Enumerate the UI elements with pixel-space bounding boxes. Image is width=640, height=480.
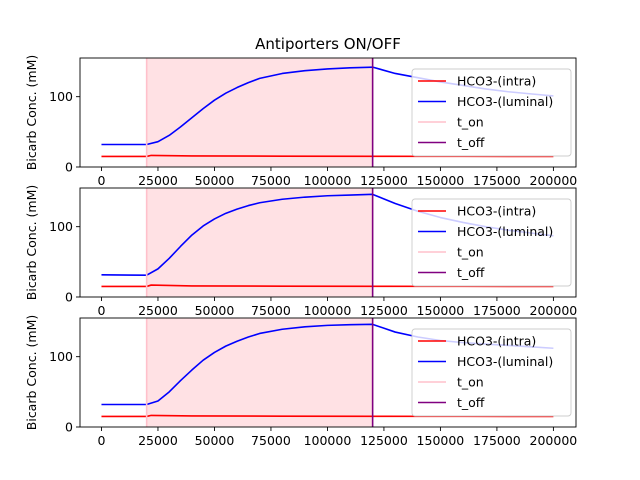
y-tick-label: 100 bbox=[49, 89, 73, 104]
axes-frame bbox=[79, 57, 577, 168]
y-axis-title: Bicarb Conc. (mM) bbox=[24, 315, 39, 430]
x-tick-label: 175000 bbox=[473, 433, 521, 448]
legend-label-intra: HCO3-(intra) bbox=[457, 74, 536, 89]
axes-frame bbox=[79, 317, 577, 428]
legend-label-t-off: t_off bbox=[457, 395, 485, 410]
x-tick-label: 75000 bbox=[251, 173, 291, 188]
figure-title: Antiporters ON/OFF bbox=[255, 35, 401, 53]
legend: HCO3-(intra) HCO3-(luminal) t_on t_off bbox=[411, 328, 572, 417]
legend-label-intra: HCO3-(intra) bbox=[457, 334, 536, 349]
y-axis-title: Bicarb Conc. (mM) bbox=[24, 185, 39, 300]
chart-panel-2: 0 25000 50000 75000 100000 125000 150000 175000… bbox=[24, 185, 577, 318]
shaded-region bbox=[146, 188, 373, 297]
x-tick-label: 0 bbox=[97, 433, 105, 448]
legend-label-t-on: t_on bbox=[457, 375, 484, 390]
legend-label-t-off: t_off bbox=[457, 265, 485, 280]
x-tick-label: 200000 bbox=[530, 303, 578, 318]
legend-box bbox=[411, 328, 572, 417]
x-tick-label: 150000 bbox=[417, 433, 465, 448]
x-tick-label: 150000 bbox=[417, 173, 465, 188]
x-tick-label: 50000 bbox=[195, 303, 235, 318]
x-tick-label: 25000 bbox=[138, 433, 178, 448]
x-tick-label: 200000 bbox=[530, 173, 578, 188]
x-tick-label: 0 bbox=[97, 303, 105, 318]
x-tick-label: 100000 bbox=[304, 303, 352, 318]
x-tick-label: 50000 bbox=[195, 433, 235, 448]
y-tick-label: 100 bbox=[49, 219, 73, 234]
x-tick-label: 200000 bbox=[530, 433, 578, 448]
y-tick-label: 0 bbox=[65, 420, 73, 435]
legend-label-t-on: t_on bbox=[457, 115, 484, 130]
x-tick-label: 75000 bbox=[251, 433, 291, 448]
y-tick-label: 0 bbox=[65, 290, 73, 305]
x-tick-label: 175000 bbox=[473, 303, 521, 318]
chart-panels: 0 25000 50000 75000 100000 125000 150000 175000… bbox=[24, 55, 577, 448]
x-tick-label: 175000 bbox=[473, 173, 521, 188]
legend-label-intra: HCO3-(intra) bbox=[457, 204, 536, 219]
x-tick-label: 100000 bbox=[304, 433, 352, 448]
legend-label-luminal: HCO3-(luminal) bbox=[457, 224, 553, 239]
legend-label-t-on: t_on bbox=[457, 245, 484, 260]
legend-label-luminal: HCO3-(luminal) bbox=[457, 354, 553, 369]
legend-label-luminal: HCO3-(luminal) bbox=[457, 94, 553, 109]
legend: HCO3-(intra) HCO3-(luminal) t_on t_off bbox=[411, 198, 572, 287]
x-tick-label: 150000 bbox=[417, 303, 465, 318]
x-tick-label: 75000 bbox=[251, 303, 291, 318]
x-tick-label: 50000 bbox=[195, 173, 235, 188]
x-tick-label: 125000 bbox=[360, 173, 408, 188]
y-axis-title: Bicarb Conc. (mM) bbox=[24, 55, 39, 170]
x-tick-label: 125000 bbox=[360, 433, 408, 448]
legend-box bbox=[411, 68, 572, 157]
shaded-region bbox=[146, 58, 373, 167]
x-tick-label: 0 bbox=[97, 173, 105, 188]
legend-box bbox=[411, 198, 572, 287]
x-tick-label: 25000 bbox=[138, 303, 178, 318]
x-tick-label: 100000 bbox=[304, 173, 352, 188]
y-tick-label: 0 bbox=[65, 160, 73, 175]
x-tick-label: 25000 bbox=[138, 173, 178, 188]
chart-panel-1: 0 25000 50000 75000 100000 125000 150000 175000… bbox=[24, 55, 577, 188]
chart-panel-3: 0 25000 50000 75000 100000 125000 150000 175000… bbox=[24, 315, 577, 448]
shaded-region bbox=[146, 318, 373, 427]
x-tick-label: 125000 bbox=[360, 303, 408, 318]
y-tick-label: 100 bbox=[49, 349, 73, 364]
legend: HCO3-(intra) HCO3-(luminal) t_on t_off bbox=[411, 68, 572, 157]
axes-frame bbox=[79, 187, 577, 298]
legend-label-t-off: t_off bbox=[457, 135, 485, 150]
